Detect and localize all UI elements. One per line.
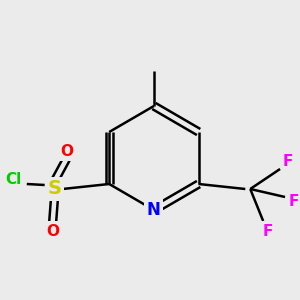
- Text: F: F: [263, 224, 273, 238]
- Text: O: O: [46, 224, 59, 238]
- Text: F: F: [289, 194, 299, 208]
- Text: Cl: Cl: [5, 172, 21, 187]
- Text: F: F: [283, 154, 293, 169]
- Text: S: S: [48, 179, 62, 199]
- Text: O: O: [60, 143, 73, 158]
- Text: N: N: [147, 201, 161, 219]
